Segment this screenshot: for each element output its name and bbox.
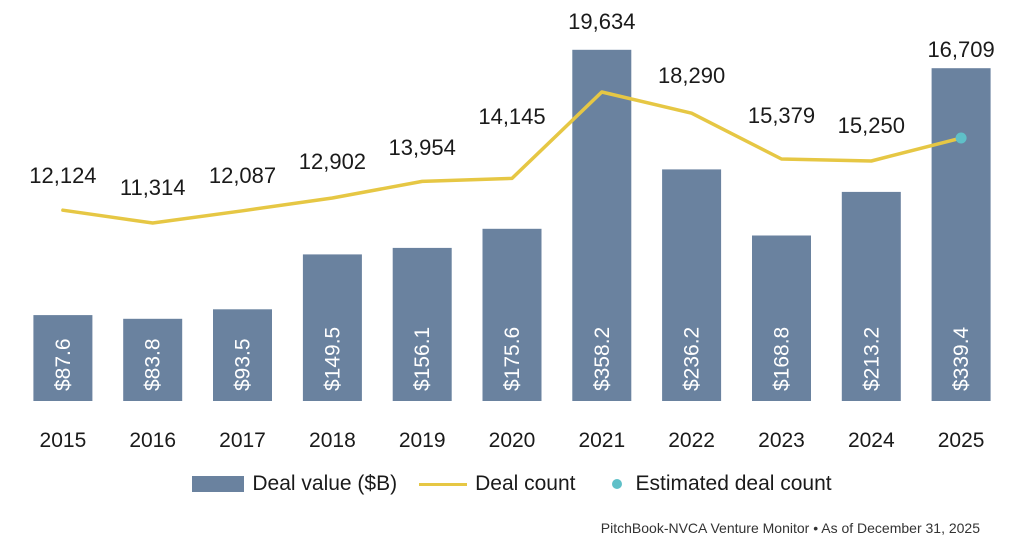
bar-2023 bbox=[752, 235, 811, 401]
bar-value-label-2021: $358.2 bbox=[591, 327, 614, 391]
bar-value-label-2016: $83.8 bbox=[142, 338, 165, 391]
legend-label-deal-value: Deal value ($B) bbox=[252, 472, 398, 495]
legend-bar-swatch bbox=[192, 476, 245, 492]
count-labels-group: 12,124 11,314 12,087 12,902 13,954 14,145 19,6… bbox=[29, 9, 994, 200]
x-tick-2021: 2021 bbox=[578, 429, 625, 452]
bar-2018 bbox=[302, 254, 362, 401]
count-label-2024: 15,250 bbox=[838, 113, 905, 138]
legend-item-deal-value: Deal value ($B) bbox=[192, 472, 397, 496]
deal-count-line bbox=[61, 90, 963, 225]
estimate-point-2025 bbox=[955, 132, 967, 144]
bar-2024 bbox=[841, 191, 901, 401]
count-label-2023: 15,379 bbox=[748, 103, 815, 128]
count-label-2016: 11,314 bbox=[120, 175, 186, 200]
legend: Deal value ($B) Deal count Estimated dea… bbox=[0, 468, 1024, 500]
bar-value-label-2023: $168.8 bbox=[770, 327, 793, 391]
count-label-2019: 13,954 bbox=[389, 135, 456, 160]
x-tick-2025: 2025 bbox=[938, 429, 985, 452]
legend-item-deal-count: Deal count bbox=[419, 472, 576, 496]
x-tick-2017: 2017 bbox=[219, 429, 266, 452]
count-label-2022: 18,290 bbox=[658, 63, 725, 88]
x-tick-2022: 2022 bbox=[668, 429, 715, 452]
bar-value-label-2018: $149.5 bbox=[321, 327, 344, 391]
bar-labels-group: $87.6 $83.8 $93.5 $149.5 $156.1 $175.6 $358.2 $… bbox=[52, 326, 973, 391]
count-label-2020: 14,145 bbox=[478, 104, 545, 129]
bars-group bbox=[33, 49, 991, 402]
x-tick-2024: 2024 bbox=[848, 429, 895, 452]
bar-value-label-2015: $87.6 bbox=[52, 338, 75, 391]
bar-2019 bbox=[392, 247, 452, 401]
bar-value-label-2020: $175.6 bbox=[501, 327, 524, 391]
bar-2016 bbox=[123, 318, 183, 401]
x-tick-2020: 2020 bbox=[489, 429, 536, 452]
legend-item-estimated: Estimated deal count bbox=[598, 472, 832, 496]
x-tick-2015: 2015 bbox=[40, 429, 87, 452]
bar-value-label-2025: $339.4 bbox=[950, 326, 973, 391]
legend-line-swatch bbox=[419, 482, 468, 486]
bar-2022 bbox=[662, 169, 722, 401]
x-tick-2018: 2018 bbox=[309, 429, 356, 452]
legend-label-deal-count: Deal count bbox=[475, 472, 576, 495]
bar-value-label-2024: $213.2 bbox=[860, 327, 883, 391]
count-label-2015: 12,124 bbox=[29, 163, 96, 188]
bar-2021 bbox=[572, 49, 632, 402]
legend-label-estimated: Estimated deal count bbox=[635, 472, 832, 495]
x-tick-2023: 2023 bbox=[758, 429, 805, 452]
count-label-2025: 16,709 bbox=[927, 37, 994, 62]
bar-value-label-2019: $156.1 bbox=[411, 327, 434, 391]
legend-dot-swatch bbox=[611, 479, 622, 489]
bar-2025 bbox=[931, 68, 991, 401]
count-label-2021: 19,634 bbox=[568, 9, 635, 34]
source-note: PitchBook-NVCA Venture Monitor • As of D… bbox=[600, 520, 980, 536]
x-tick-2019: 2019 bbox=[399, 429, 446, 452]
bar-2017 bbox=[213, 309, 272, 401]
bar-value-label-2022: $236.2 bbox=[681, 327, 704, 391]
x-axis-ticks: 2015 2016 2017 2018 2019 2020 2021 2022 2023 2024… bbox=[40, 429, 985, 452]
bar-value-label-2017: $93.5 bbox=[232, 338, 255, 391]
bar-2015 bbox=[33, 315, 93, 401]
bar-2020 bbox=[482, 228, 542, 401]
estimate-points-group bbox=[955, 132, 967, 144]
count-label-2018: 12,902 bbox=[299, 149, 366, 174]
count-label-2017: 12,087 bbox=[209, 163, 276, 188]
x-tick-2016: 2016 bbox=[129, 429, 176, 452]
